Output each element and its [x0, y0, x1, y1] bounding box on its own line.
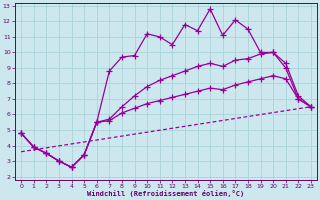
X-axis label: Windchill (Refroidissement éolien,°C): Windchill (Refroidissement éolien,°C): [87, 190, 245, 197]
